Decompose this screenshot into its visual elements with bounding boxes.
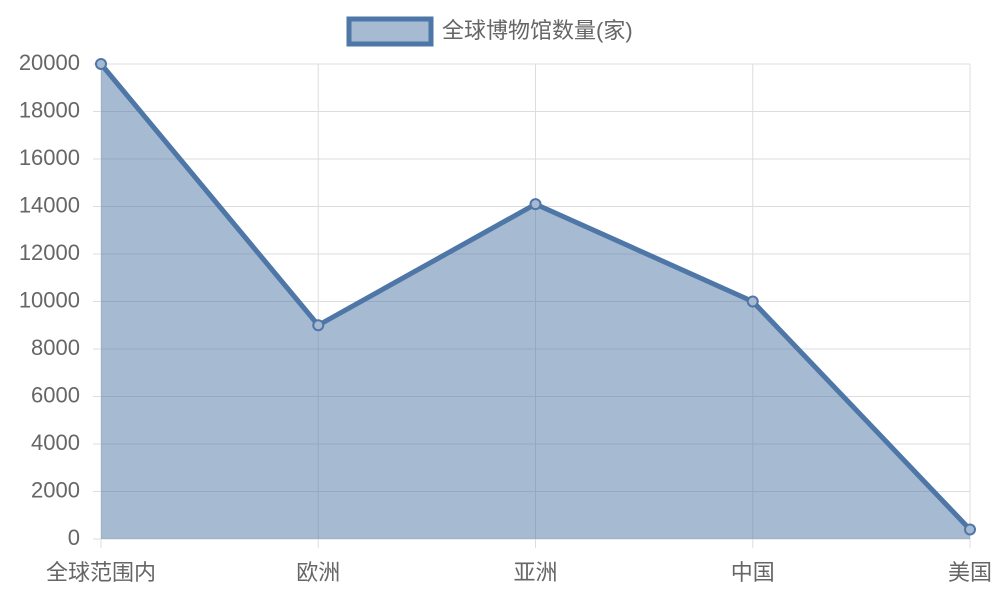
point	[95, 58, 107, 70]
y-tick-label: 16000	[19, 145, 80, 170]
point	[312, 319, 325, 332]
x-tick-label: 中国	[731, 560, 775, 585]
legend-swatch	[346, 16, 434, 47]
x-tick-label: 美国	[948, 560, 992, 585]
y-tick-label: 6000	[31, 382, 80, 407]
y-tick-label: 2000	[31, 477, 80, 502]
x-tick-label: 亚洲	[513, 560, 557, 585]
area-fill	[101, 64, 970, 539]
y-tick-label: 14000	[19, 192, 80, 217]
point	[529, 198, 542, 211]
y-tick-label: 18000	[19, 97, 80, 122]
y-tick-label: 12000	[19, 240, 80, 265]
legend-label: 全球博物馆数量(家)	[442, 18, 633, 43]
y-tick-label: 10000	[19, 287, 80, 312]
point	[746, 295, 759, 308]
x-tick-label: 欧洲	[296, 560, 340, 585]
y-tick-label: 0	[68, 525, 80, 550]
point	[964, 523, 976, 536]
y-tick-label: 4000	[31, 430, 80, 455]
y-tick-label: 8000	[31, 335, 80, 360]
x-tick-label: 全球范围内	[46, 560, 156, 585]
y-tick-label: 20000	[19, 50, 80, 75]
